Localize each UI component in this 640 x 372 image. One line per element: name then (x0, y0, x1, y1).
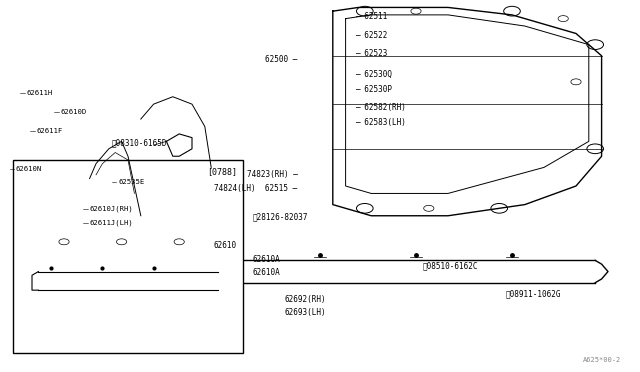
Text: 62610A: 62610A (253, 255, 280, 264)
Text: 62611F: 62611F (36, 128, 63, 134)
Text: 62610N: 62610N (16, 166, 42, 172)
Text: 62692(RH): 62692(RH) (285, 295, 326, 304)
Text: ─ 62582(RH): ─ 62582(RH) (355, 103, 406, 112)
Text: ─ 62522: ─ 62522 (355, 31, 388, 40)
Text: 62610A: 62610A (253, 268, 280, 277)
Text: 62500 ─: 62500 ─ (265, 55, 298, 64)
Text: ─ 62583(LH): ─ 62583(LH) (355, 118, 406, 126)
Text: 62611J(LH): 62611J(LH) (90, 220, 133, 227)
Text: 74823(RH) ─: 74823(RH) ─ (247, 170, 298, 179)
Text: 62693(LH): 62693(LH) (285, 308, 326, 317)
Text: 62611H: 62611H (27, 90, 53, 96)
Text: 62610: 62610 (214, 241, 237, 250)
Text: ─ 62511: ─ 62511 (355, 12, 388, 21)
Text: Ⓝ08310-6165D: Ⓝ08310-6165D (112, 139, 168, 148)
Text: Ⓝ08510-6162C: Ⓝ08510-6162C (422, 262, 478, 270)
Text: ─ 62523: ─ 62523 (355, 49, 388, 58)
Text: 62610J(RH): 62610J(RH) (90, 206, 133, 212)
Text: Ⓞ08911-1062G: Ⓞ08911-1062G (506, 289, 561, 298)
Text: 74824(LH)  62515 ─: 74824(LH) 62515 ─ (214, 185, 298, 193)
Text: ─ 62530P: ─ 62530P (355, 85, 392, 94)
Text: 62535E: 62535E (118, 179, 145, 185)
Text: Ⓒ28126-82037: Ⓒ28126-82037 (253, 212, 308, 221)
FancyBboxPatch shape (13, 160, 243, 353)
Text: [0788]: [0788] (207, 167, 237, 176)
Text: A625*00-2: A625*00-2 (582, 357, 621, 363)
Text: ─ 62530Q: ─ 62530Q (355, 70, 392, 79)
Text: 62610D: 62610D (61, 109, 87, 115)
